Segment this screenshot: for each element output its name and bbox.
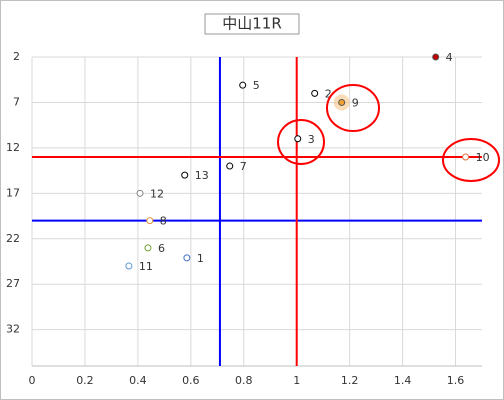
x-tick-label: 0.2 (76, 374, 94, 387)
highlight-circle (442, 138, 500, 182)
point-label: 4 (446, 51, 453, 64)
highlight-circle (277, 119, 325, 165)
x-tick-label: 1 (293, 374, 300, 387)
point-label: 3 (308, 133, 315, 146)
plot: 0 0.2 0.4 0.6 0.8 1 1.2 1.4 1.627121722273245293… (6, 50, 490, 387)
point-label: 2 (325, 87, 332, 100)
point-label: 7 (240, 160, 247, 173)
y-tick-label: 22 (6, 232, 20, 245)
x-tick-label: 1.4 (394, 374, 412, 387)
y-tick-label: 2 (13, 50, 20, 63)
y-tick-label: 32 (6, 323, 20, 336)
point (136, 189, 144, 197)
point (144, 244, 152, 252)
highlight-circle (326, 84, 380, 132)
point (311, 89, 319, 97)
point (294, 135, 302, 143)
x-tick-label: 1.6 (447, 374, 465, 387)
point-label: 9 (352, 96, 359, 109)
point-label: 5 (253, 79, 260, 92)
point (226, 162, 234, 170)
chart-title: 中山11R (222, 15, 282, 33)
x-tick-label: 1.2 (341, 374, 359, 387)
y-tick-label: 12 (6, 141, 20, 154)
point (239, 81, 247, 89)
x-tick-label: 0.4 (129, 374, 147, 387)
y-tick-label: 27 (6, 277, 20, 290)
point-label: 8 (160, 215, 167, 228)
point (181, 171, 189, 179)
x-tick-label: 0.6 (182, 374, 200, 387)
point (462, 153, 470, 161)
point (146, 217, 154, 225)
point (432, 53, 440, 61)
point (183, 254, 191, 262)
y-tick-label: 7 (13, 95, 20, 108)
point-label: 11 (139, 260, 153, 273)
point-label: 13 (195, 169, 209, 182)
title-box (204, 13, 300, 35)
point (125, 262, 133, 270)
point-label: 10 (476, 151, 490, 164)
y-tick-label: 17 (6, 186, 20, 199)
x-tick-label: 0.8 (235, 374, 253, 387)
x-tick-label: 0 (29, 374, 36, 387)
point-label: 1 (197, 252, 204, 265)
point-label: 6 (158, 242, 165, 255)
point (338, 98, 346, 106)
point-label: 12 (150, 187, 164, 200)
